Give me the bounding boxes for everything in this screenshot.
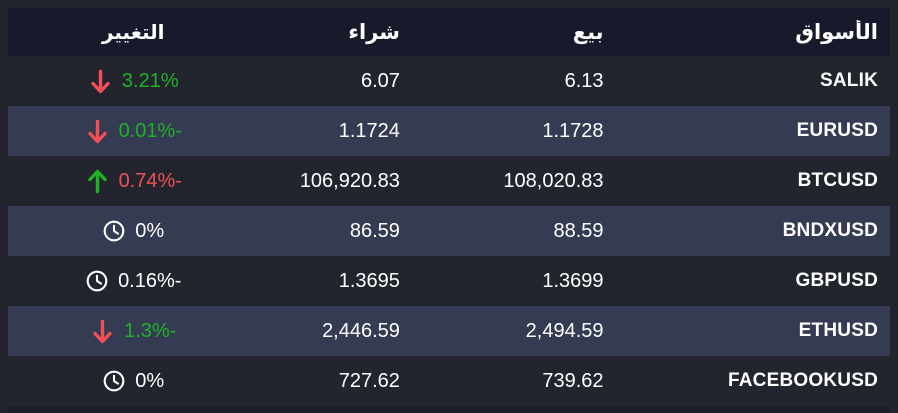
market-symbol: GBPUSD xyxy=(795,270,878,291)
clock-icon xyxy=(102,369,126,393)
market-symbol: EURUSD xyxy=(796,120,878,141)
arrow-up-icon xyxy=(85,168,110,195)
column-header-buy: شراء xyxy=(348,20,400,44)
arrow-down-icon xyxy=(90,318,115,345)
change-value: 1.3%- xyxy=(124,319,177,342)
change-value: 0.16%- xyxy=(118,269,182,292)
change-value: 0.74%- xyxy=(118,169,182,192)
table-row[interactable]: FACEBOOKUSD 739.62 727.62 xyxy=(8,356,890,406)
buy-price: 1.1724 xyxy=(338,119,400,142)
change-cell: 0% xyxy=(8,369,259,393)
arrow-down-icon xyxy=(85,118,110,145)
arrow-down-icon xyxy=(88,68,113,95)
change-value: 0% xyxy=(135,369,165,392)
table-row[interactable]: EURUSD 1.1728 1.1724 xyxy=(8,106,890,156)
sell-price: 6.13 xyxy=(564,69,604,92)
table-row[interactable]: BNDXUSD 88.59 86.59 xyxy=(8,206,890,256)
bottom-edge xyxy=(8,406,890,413)
buy-price: 86.59 xyxy=(349,219,400,242)
table-row[interactable]: SALIK 6.13 6.07 3.2 xyxy=(8,56,890,106)
buy-price: 6.07 xyxy=(360,69,400,92)
change-cell: 1.3%- xyxy=(8,318,259,345)
sell-price: 108,020.83 xyxy=(503,169,604,192)
market-symbol: BNDXUSD xyxy=(782,220,878,241)
market-symbol: BTCUSD xyxy=(797,170,878,191)
column-header-markets: الأسواق xyxy=(795,20,878,44)
sell-price: 88.59 xyxy=(553,219,604,242)
change-cell: 0.01%- xyxy=(8,118,259,145)
table-row[interactable]: GBPUSD 1.3699 1.3695 xyxy=(8,256,890,306)
change-value: 0% xyxy=(135,219,165,242)
buy-price: 106,920.83 xyxy=(299,169,400,192)
change-cell: 0% xyxy=(8,219,259,243)
buy-price: 2,446.59 xyxy=(322,319,400,342)
sell-price: 739.62 xyxy=(542,369,604,392)
column-header-sell: بيع xyxy=(572,20,604,44)
change-cell: 0.16%- xyxy=(8,269,259,293)
table-row[interactable]: ETHUSD 2,494.59 2,446.59 xyxy=(8,306,890,356)
change-cell: 0.74%- xyxy=(8,168,259,195)
buy-price: 1.3695 xyxy=(338,269,400,292)
change-value: 3.21% xyxy=(121,69,179,92)
market-symbol: SALIK xyxy=(820,70,878,91)
sell-price: 1.1728 xyxy=(542,119,604,142)
sell-price: 2,494.59 xyxy=(525,319,604,342)
buy-price: 727.62 xyxy=(338,369,400,392)
table-row[interactable]: BTCUSD 108,020.83 106,920.83 xyxy=(8,156,890,206)
market-symbol: FACEBOOKUSD xyxy=(728,370,878,391)
clock-icon xyxy=(102,219,126,243)
clock-icon xyxy=(85,269,109,293)
table-header-row: الأسواق بيع شراء التغيير xyxy=(8,8,890,56)
change-cell: 3.21% xyxy=(8,68,259,95)
column-header-change: التغيير xyxy=(101,21,165,44)
sell-price: 1.3699 xyxy=(542,269,604,292)
market-symbol: ETHUSD xyxy=(798,320,878,341)
change-value: 0.01%- xyxy=(118,119,182,142)
